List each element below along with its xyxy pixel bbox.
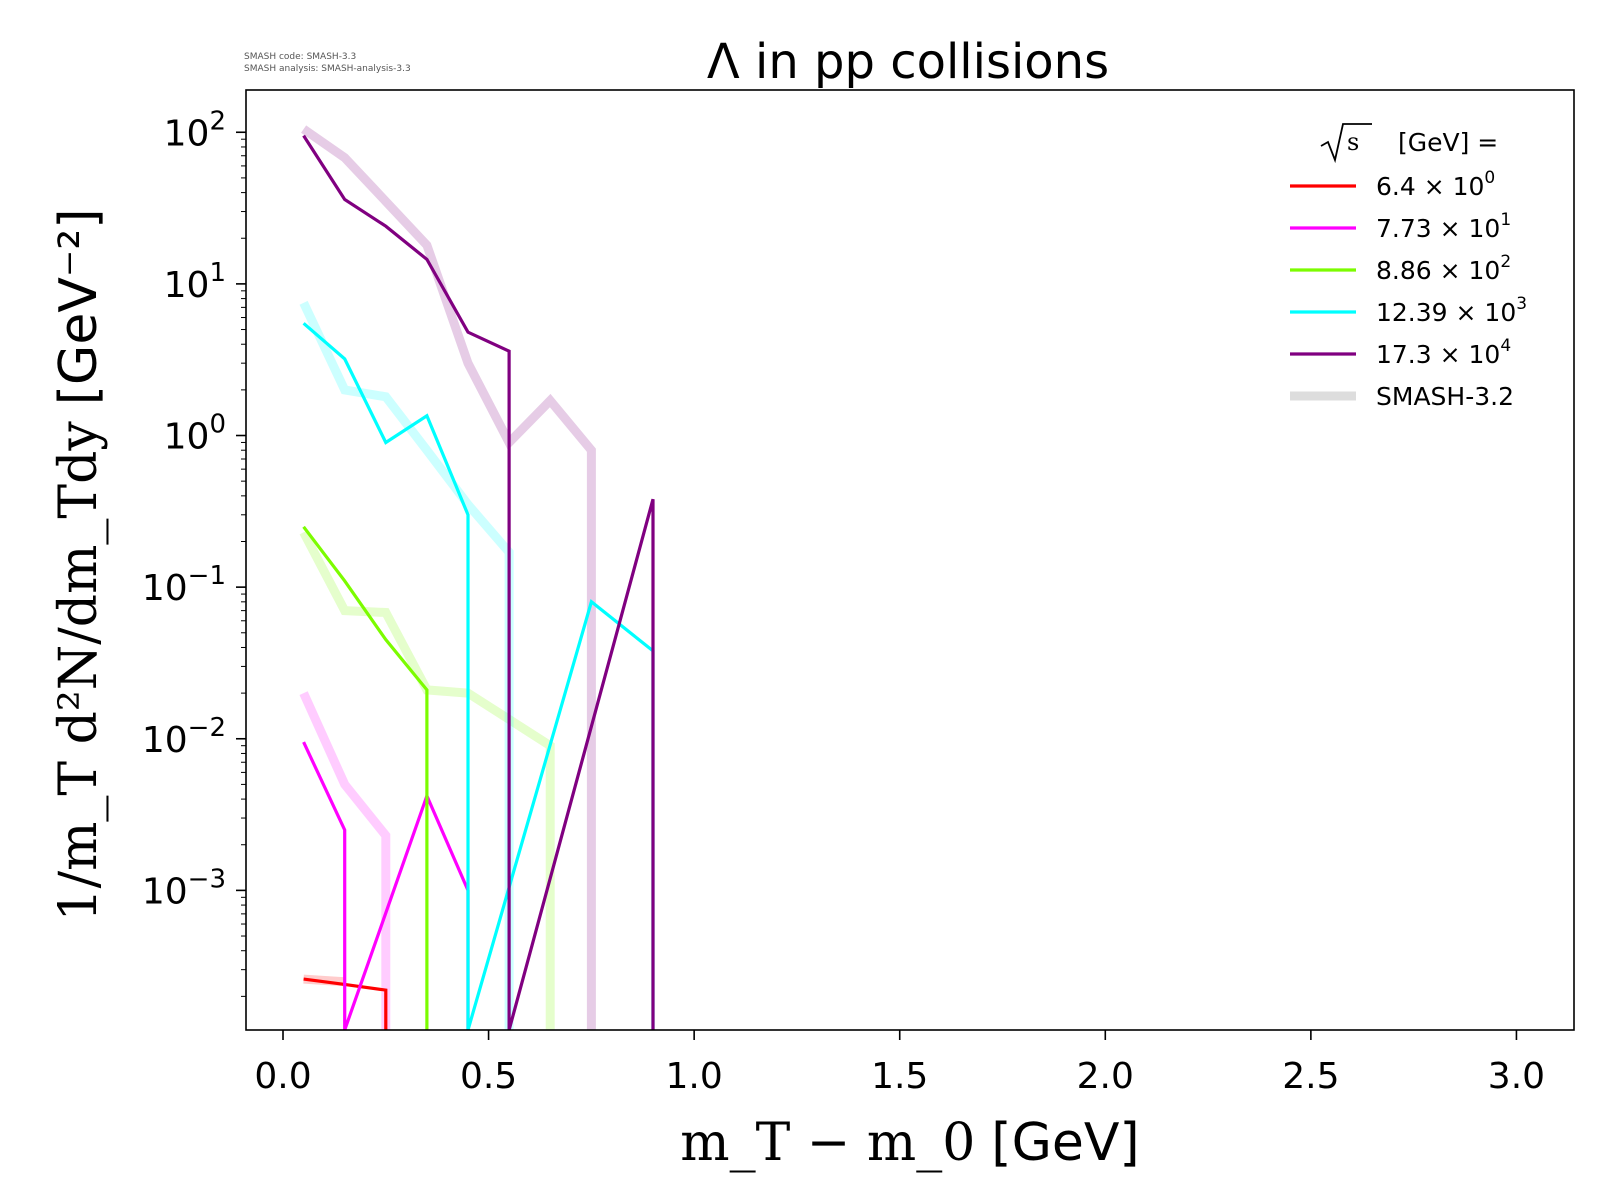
x-tick-label: 2.0 (1077, 1056, 1134, 1097)
x-axis: 0.0 0.5 1.0 1.5 2.0 2.5 3.0 (254, 1030, 1545, 1097)
x-tick-label: 0.0 (254, 1056, 311, 1097)
y-tick-label: 102 (164, 106, 226, 154)
y-tick-label: 10−3 (142, 864, 226, 912)
legend-entry: 8.86 × 102 (1290, 252, 1511, 285)
reference-series-group (299, 125, 596, 1030)
current-series-group (302, 134, 655, 1030)
y-tick-label: 100 (164, 410, 226, 458)
plot-frame (245, 89, 1575, 1031)
legend-entry: 17.3 × 104 (1290, 336, 1511, 369)
series-line-12.39 (302, 322, 655, 1030)
legend-entry: SMASH-3.2 (1290, 382, 1514, 411)
legend-label: 8.86 × 102 (1376, 252, 1511, 285)
smash-version-annotations: SMASH code: SMASH-3.3 SMASH analysis: SM… (244, 52, 411, 74)
legend-title: s [GeV] = (1320, 123, 1498, 164)
y-tick-label: 10−1 (142, 561, 226, 609)
legend-label: 17.3 × 104 (1376, 336, 1511, 369)
series-line-17.3 (302, 134, 655, 1030)
y-axis: 102 101 100 10−1 10−2 10−3 (142, 106, 246, 997)
chart-title: Λ in pp collisions (707, 34, 1109, 90)
y-axis-label: 1/m_T d²N/dm_Tdy[GeV⁻²] (49, 209, 109, 922)
legend: s [GeV] = 6.4 × 100 7.73 × 101 8.86 × 102 12.… (1290, 123, 1527, 411)
y-tick-label: 101 (164, 258, 226, 306)
legend-label: 6.4 × 100 (1376, 168, 1495, 201)
reference-line-17.3 (301, 125, 596, 1030)
annotation-smash-code: SMASH code: SMASH-3.3 (244, 52, 356, 62)
legend-label: 12.39 × 103 (1376, 294, 1527, 327)
sqrt-icon (1320, 123, 1372, 164)
reference-line-7.73 (299, 691, 391, 1030)
x-tick-label: 1.0 (666, 1056, 723, 1097)
legend-label: SMASH-3.2 (1376, 382, 1514, 411)
legend-label: 7.73 × 101 (1376, 210, 1511, 243)
x-tick-label: 1.5 (871, 1056, 928, 1097)
x-tick-label: 3.0 (1488, 1056, 1545, 1097)
legend-entry: 7.73 × 101 (1290, 210, 1511, 243)
x-tick-label: 0.5 (460, 1056, 517, 1097)
legend-entry: 6.4 × 100 (1290, 168, 1495, 201)
x-axis-label: m_T − m_0 [GeV] (680, 1113, 1139, 1173)
annotation-smash-analysis: SMASH analysis: SMASH-analysis-3.3 (244, 64, 411, 74)
legend-entry: 12.39 × 103 (1290, 294, 1527, 327)
series-line-6.4 (303, 977, 388, 1030)
y-tick-label: 10−2 (142, 713, 226, 761)
legend-title-variable: s (1347, 128, 1359, 156)
series-line-8.86 (302, 525, 429, 1030)
x-tick-label: 2.5 (1282, 1056, 1339, 1097)
legend-title-text: [GeV] = (1398, 128, 1498, 157)
